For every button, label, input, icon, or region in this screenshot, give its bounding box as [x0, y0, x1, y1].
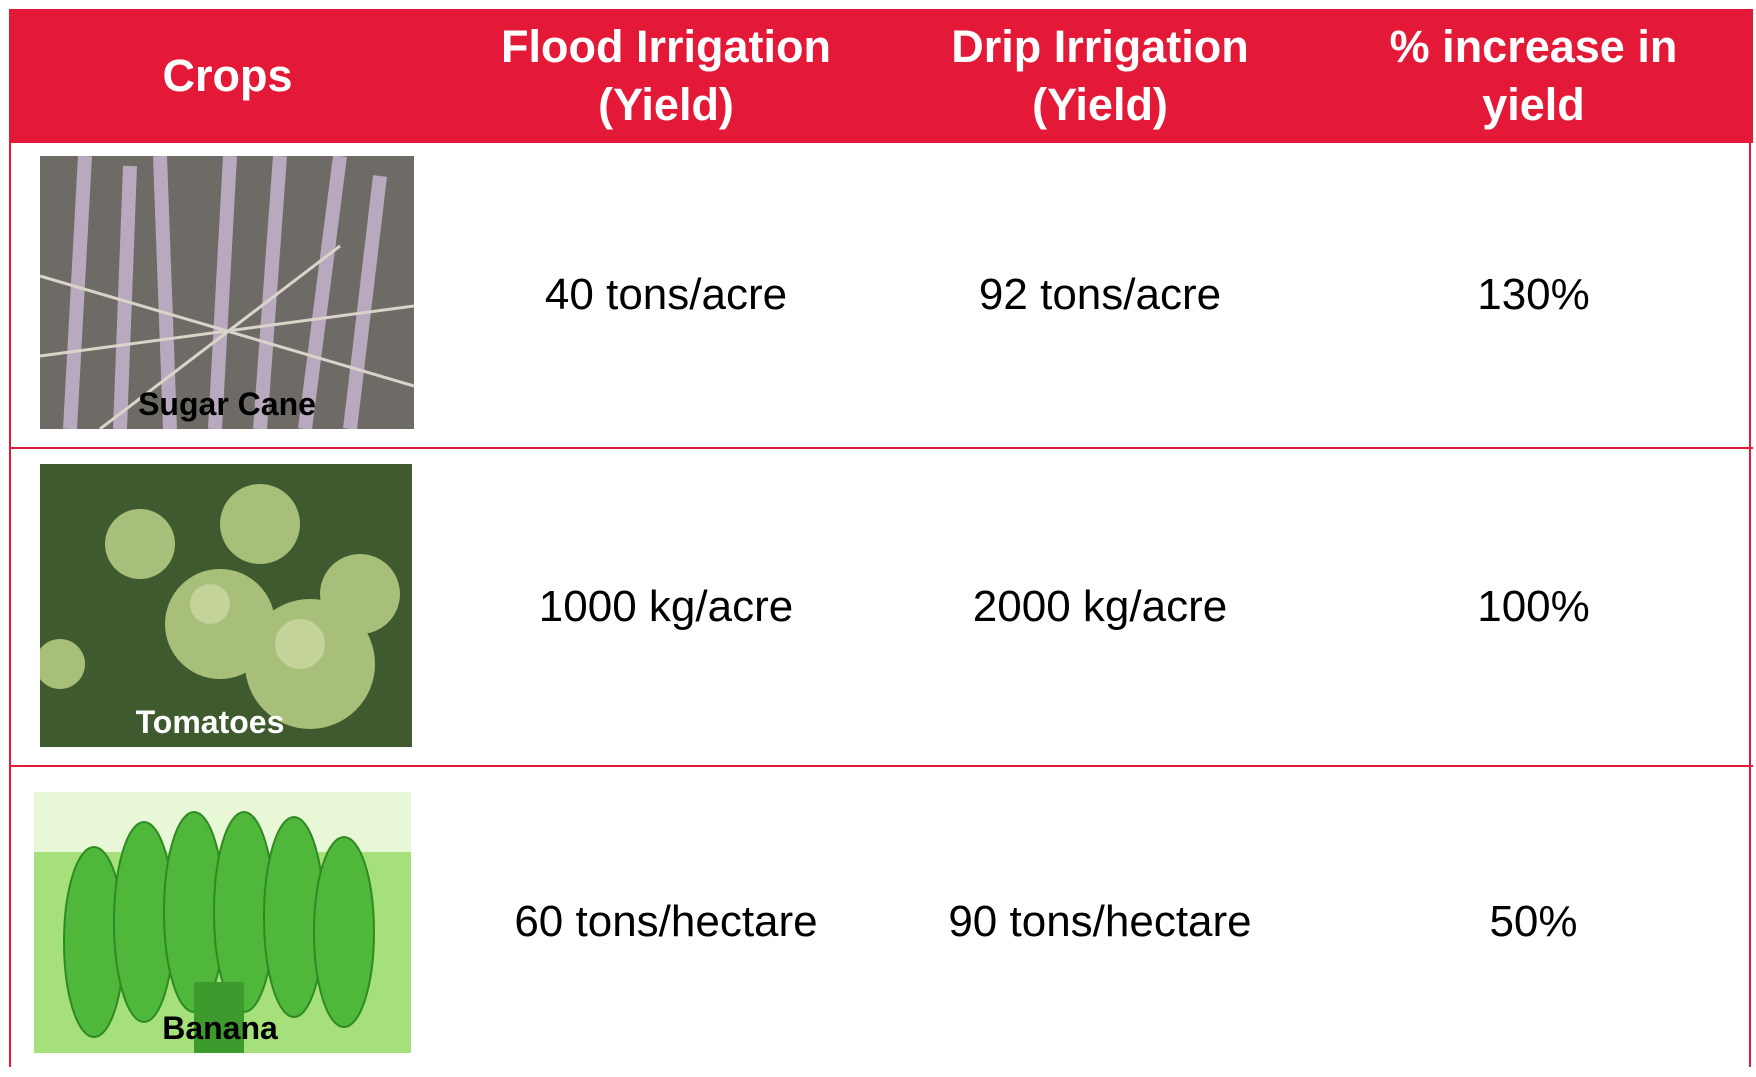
- table-cell: 50%: [1489, 897, 1578, 946]
- header-cell: Flood Irrigation (Yield): [501, 21, 831, 130]
- table-cell: 2000 kg/acre: [972, 582, 1228, 631]
- table-cell: 90 tons/hectare: [948, 897, 1252, 946]
- table-cell: 1000 kg/acre: [538, 582, 794, 631]
- crop-label: Sugar Cane: [138, 386, 316, 422]
- header-cell: Drip Irrigation (Yield): [951, 21, 1249, 130]
- header-cell: % increase in yield: [1389, 21, 1678, 130]
- row-divider: [9, 447, 1753, 449]
- table-header: [9, 9, 1753, 143]
- header-cell: Crops: [162, 50, 293, 101]
- table-cell: 100%: [1477, 582, 1590, 631]
- banana-image: [34, 792, 411, 1053]
- tomatoes-image: [40, 464, 412, 747]
- table-cell: 92 tons/acre: [978, 270, 1222, 319]
- table-cell: 130%: [1477, 270, 1590, 319]
- table-cell: 40 tons/acre: [544, 270, 788, 319]
- crop-label: Tomatoes: [135, 704, 285, 740]
- crop-label: Banana: [162, 1010, 278, 1046]
- sugar-cane-image: [40, 156, 414, 429]
- row-divider: [9, 765, 1753, 767]
- table-cell: 60 tons/hectare: [514, 897, 818, 946]
